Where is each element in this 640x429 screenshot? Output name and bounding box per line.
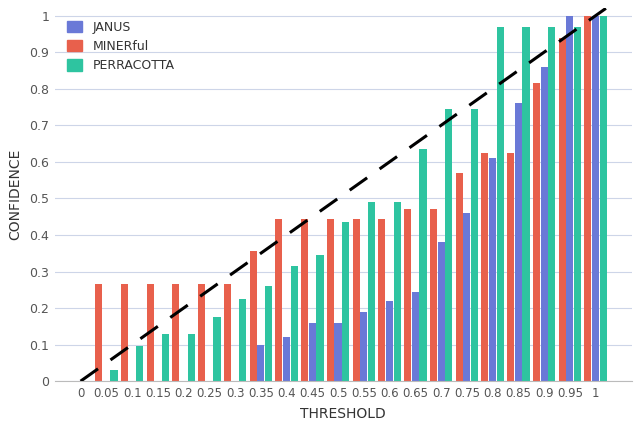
Bar (360, 312, 367, 381)
Bar (584, 15, 591, 381)
Bar (275, 218, 282, 381)
Bar (404, 209, 412, 381)
Bar (592, 15, 599, 381)
Bar (188, 334, 195, 381)
Bar (121, 284, 128, 381)
Bar (308, 323, 316, 381)
Bar (548, 27, 556, 381)
Bar (481, 153, 488, 381)
Bar (386, 301, 393, 381)
Bar (445, 109, 452, 381)
Bar (378, 218, 385, 381)
Bar (353, 218, 360, 381)
Legend: JANUS, MINERful, PERRACOTTA: JANUS, MINERful, PERRACOTTA (61, 15, 180, 79)
Bar (463, 213, 470, 381)
Bar (335, 323, 342, 381)
Bar (95, 284, 102, 381)
Bar (162, 334, 169, 381)
Bar (316, 255, 324, 381)
Bar (507, 153, 514, 381)
Bar (368, 202, 375, 381)
Bar (172, 284, 179, 381)
Bar (214, 317, 221, 381)
Bar (291, 266, 298, 381)
Bar (515, 103, 522, 381)
Bar (522, 27, 530, 381)
Bar (111, 370, 118, 381)
Bar (456, 173, 463, 381)
Bar (224, 284, 231, 381)
Bar (342, 222, 349, 381)
Bar (301, 218, 308, 381)
Bar (430, 209, 437, 381)
Bar (471, 109, 478, 381)
Bar (559, 38, 566, 381)
Bar (257, 344, 264, 381)
Bar (198, 284, 205, 381)
Bar (541, 67, 548, 381)
Bar (566, 15, 573, 381)
Bar (412, 292, 419, 381)
X-axis label: THRESHOLD: THRESHOLD (300, 407, 386, 421)
Bar (250, 251, 257, 381)
Bar (327, 218, 334, 381)
Bar (438, 242, 445, 381)
Bar (265, 286, 272, 381)
Bar (489, 158, 496, 381)
Y-axis label: CONFIDENCE: CONFIDENCE (8, 149, 22, 240)
Bar (419, 149, 427, 381)
Bar (239, 299, 246, 381)
Bar (574, 27, 581, 381)
Bar (394, 202, 401, 381)
Bar (147, 284, 154, 381)
Bar (600, 15, 607, 381)
Bar (283, 337, 290, 381)
Bar (136, 347, 143, 381)
Bar (532, 83, 540, 381)
Bar (497, 27, 504, 381)
